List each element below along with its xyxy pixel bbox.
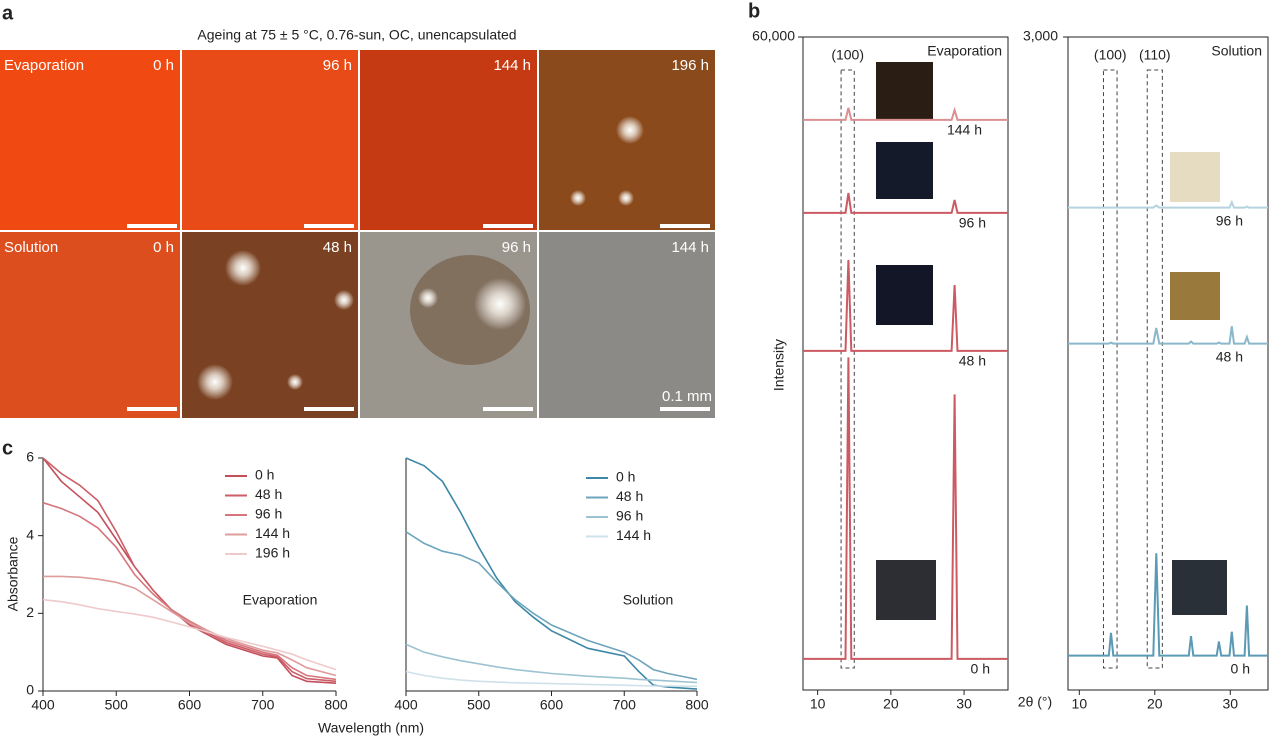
legend-label: 96 h xyxy=(616,508,643,524)
scale-bar-label: 0.1 mm xyxy=(662,388,712,405)
x-tick-label: 400 xyxy=(31,697,55,713)
x-tick-label: 20 xyxy=(883,696,899,712)
annotation-box xyxy=(1103,70,1117,668)
annotation-label: (100) xyxy=(1094,47,1127,63)
legend-label: 0 h xyxy=(616,469,635,485)
x-tick-label: 30 xyxy=(956,696,972,712)
time-label: 196 h xyxy=(671,57,709,74)
x-tick-label: 700 xyxy=(251,697,275,713)
x-axis-label: Wavelength (nm) xyxy=(318,720,424,736)
series-line xyxy=(406,644,697,682)
panel-label: b xyxy=(748,0,760,22)
x-tick-label: 10 xyxy=(810,696,826,712)
y-tick-label: 6 xyxy=(26,449,34,465)
series-label: 96 h xyxy=(959,215,986,231)
x-tick-label: 800 xyxy=(685,697,709,713)
chart-title: Evaporation xyxy=(243,592,318,608)
time-label: 0 h xyxy=(153,57,174,74)
y-tick-label: 3,000 xyxy=(1023,28,1058,44)
series-label: 144 h xyxy=(947,122,982,138)
panel-label: a xyxy=(2,2,14,24)
x-tick-label: 400 xyxy=(394,697,418,713)
legend-label: 196 h xyxy=(255,545,290,561)
time-label: 144 h xyxy=(671,239,709,256)
row-label: Solution xyxy=(4,239,58,256)
annotation-label: (110) xyxy=(1139,47,1171,63)
time-label: 48 h xyxy=(323,239,352,256)
series-label: 0 h xyxy=(1231,661,1250,677)
x-tick-label: 600 xyxy=(178,697,202,713)
panel-label: c xyxy=(2,437,13,459)
series-label: 48 h xyxy=(1216,349,1243,365)
x-tick-label: 20 xyxy=(1147,696,1163,712)
time-label: 96 h xyxy=(502,239,531,256)
chart-title: Solution xyxy=(623,592,674,608)
legend-label: 0 h xyxy=(255,467,274,483)
legend-label: 144 h xyxy=(616,527,651,543)
series-label: 96 h xyxy=(1216,213,1243,229)
x-tick-label: 600 xyxy=(540,697,564,713)
series-label: 0 h xyxy=(971,661,990,677)
legend-label: 48 h xyxy=(255,486,282,502)
legend-label: 96 h xyxy=(255,506,282,522)
legend-label: 48 h xyxy=(616,488,643,504)
y-tick-label: 0 xyxy=(26,682,34,698)
row-label: Evaporation xyxy=(4,57,84,74)
x-tick-label: 800 xyxy=(324,697,348,713)
x-tick-label: 10 xyxy=(1072,696,1088,712)
time-label: 0 h xyxy=(153,239,174,256)
y-axis-label: Absorbance xyxy=(5,536,21,611)
y-tick-label: 4 xyxy=(26,526,34,542)
series-line xyxy=(1068,326,1268,343)
y-tick-label: 2 xyxy=(26,604,34,620)
x-tick-label: 500 xyxy=(467,697,491,713)
series-line xyxy=(43,458,336,681)
series-line xyxy=(1068,553,1268,655)
y-tick-label: 60,000 xyxy=(752,28,795,44)
chart-title: Evaporation xyxy=(927,43,1002,59)
panel-a-title: Ageing at 75 ± 5 °C, 0.76-sun, OC, unenc… xyxy=(197,27,516,43)
annotation-label: (100) xyxy=(831,47,864,63)
x-tick-label: 700 xyxy=(613,697,637,713)
legend-label: 144 h xyxy=(255,525,290,541)
x-axis-label: 2θ (°) xyxy=(1018,694,1052,710)
photo-insets xyxy=(876,62,1227,620)
micrographs xyxy=(0,50,715,418)
time-label: 96 h xyxy=(323,57,352,74)
y-axis-label: Intensity xyxy=(771,339,787,391)
series-line xyxy=(1068,202,1268,207)
series-line xyxy=(406,458,697,689)
x-tick-label: 30 xyxy=(1222,696,1238,712)
time-label: 144 h xyxy=(493,57,531,74)
series-label: 48 h xyxy=(959,353,986,369)
chart-title: Solution xyxy=(1211,43,1262,59)
x-tick-label: 500 xyxy=(105,697,129,713)
